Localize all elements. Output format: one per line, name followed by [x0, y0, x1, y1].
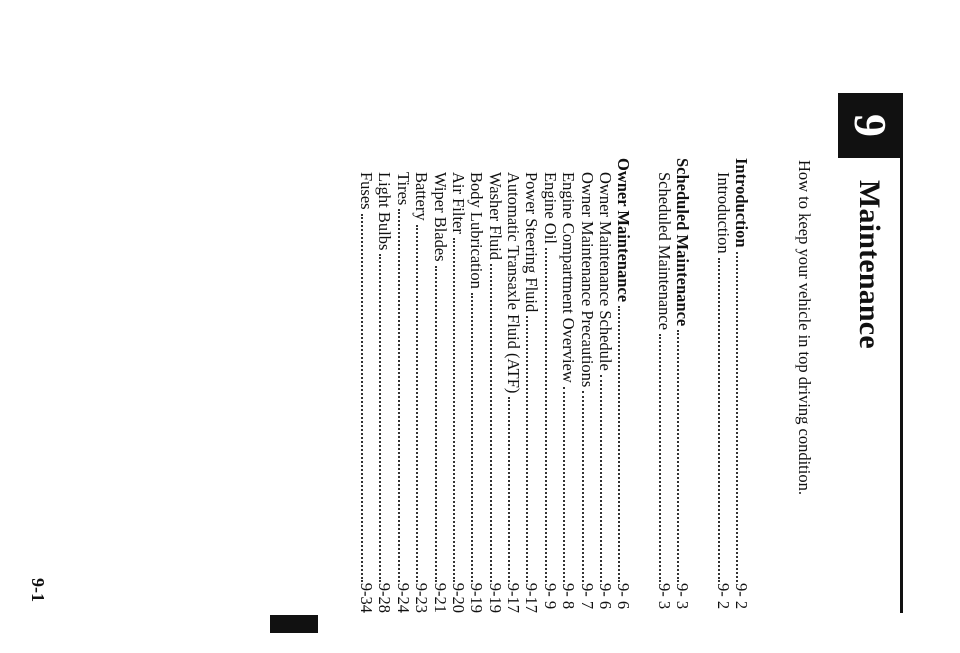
- toc-entry[interactable]: Introduction 9- 2: [732, 158, 751, 613]
- dot-leader: [360, 213, 363, 582]
- dot-leader: [434, 265, 437, 582]
- toc-entry-label: Air Filter: [448, 172, 468, 234]
- toc-entry-page: 9-21: [430, 582, 450, 613]
- toc-entry-label: Owner Maintenance: [614, 158, 634, 303]
- toc-entry-page: 9-17: [522, 582, 542, 613]
- toc-entry-label: Owner Maintenance Schedule: [596, 172, 616, 371]
- toc-entry-page: 9-34: [356, 582, 376, 613]
- toc-entry-page: 9-17: [504, 582, 524, 613]
- page-number: 9-1: [28, 578, 48, 602]
- dot-leader: [526, 316, 529, 582]
- toc-entry-page: 9- 8: [559, 583, 579, 610]
- dot-leader: [618, 306, 621, 582]
- dot-leader: [600, 374, 603, 582]
- toc-entry-page: 9-20: [448, 582, 468, 613]
- toc-entry-page: 9-28: [375, 582, 395, 613]
- toc-entry-label: Light Bulbs: [375, 172, 395, 251]
- toc-entry-label: Wiper Blades: [430, 172, 450, 262]
- toc-entry-label: Power Steering Fluid: [522, 172, 542, 313]
- dot-leader: [471, 292, 474, 582]
- toc-entry[interactable]: Washer Fluid 9-19: [485, 158, 505, 613]
- toc-entry-label: Engine Oil: [540, 172, 560, 244]
- toc-entry-page: 9- 9: [540, 583, 560, 610]
- toc-entry-page: 9- 2: [732, 583, 751, 610]
- chapter-title: Maintenance: [853, 180, 886, 349]
- toc-entry-label: Washer Fluid: [485, 172, 505, 261]
- dot-leader: [717, 257, 720, 582]
- dot-leader: [563, 386, 566, 582]
- toc-entry-label: Body Lubrication: [467, 172, 487, 289]
- dot-leader: [416, 224, 419, 582]
- toc-entry[interactable]: Introduction 9- 2: [713, 158, 733, 613]
- dot-leader: [397, 209, 400, 582]
- toc-entry-label: Introduction: [732, 158, 751, 248]
- toc-entry-label: Tires: [393, 172, 413, 206]
- toc-entry[interactable]: Scheduled Maintenance 9- 3: [673, 158, 693, 613]
- toc-entry-label: Scheduled Maintenance: [654, 172, 674, 331]
- toc-entry-label: Fuses: [356, 172, 376, 210]
- toc-entry[interactable]: Scheduled Maintenance 9- 3: [654, 158, 674, 613]
- toc-entry[interactable]: Owner Maintenance 9- 6: [614, 158, 634, 613]
- toc-entry-page: 9- 7: [577, 583, 597, 610]
- dot-leader: [658, 334, 661, 582]
- toc-entry-label: Owner Maintenance Precautions: [577, 172, 597, 388]
- toc-entry-page: 9- 3: [654, 583, 674, 610]
- toc-entry-page: 9- 2: [713, 583, 733, 610]
- toc-entry[interactable]: Owner Maintenance Precautions 9- 7: [577, 158, 597, 613]
- toc-entry-label: Scheduled Maintenance: [673, 158, 693, 327]
- toc-entry[interactable]: Tires 9-24: [393, 158, 413, 613]
- dot-leader: [489, 264, 492, 582]
- chapter-subtitle: How to keep your vehicle in top driving …: [795, 160, 814, 495]
- toc-entry-page: 9-19: [485, 582, 505, 613]
- chapter-number-box: 9: [838, 93, 903, 158]
- toc-entry-label: Automatic Transaxle Fluid (ATF): [504, 172, 524, 394]
- toc-entry[interactable]: Owner Maintenance Schedule 9- 6: [596, 158, 616, 613]
- toc-entry[interactable]: Battery 9-23: [412, 158, 432, 613]
- toc-entry-label: Engine Compartment Overview: [559, 172, 579, 383]
- toc-entry-label: Introduction: [713, 172, 733, 254]
- toc-entry[interactable]: Fuses 9-34: [356, 158, 376, 613]
- toc-entry[interactable]: Body Lubrication 9-19: [467, 158, 487, 613]
- section-tab-marker: [270, 615, 318, 633]
- toc-entry-label: Battery: [412, 172, 432, 221]
- toc-entry-page: 9- 6: [614, 583, 634, 610]
- header-rule: [900, 158, 903, 613]
- toc-entry[interactable]: Engine Compartment Overview 9- 8: [559, 158, 579, 613]
- dot-leader: [581, 391, 584, 582]
- dot-leader: [736, 251, 738, 582]
- toc-entry-page: 9- 6: [596, 583, 616, 610]
- dot-leader: [508, 397, 511, 582]
- toc-entry[interactable]: Wiper Blades 9-21: [430, 158, 450, 613]
- table-of-contents: Introduction 9- 2 Introduction 9- 2 Schedule…: [356, 158, 751, 613]
- toc-entry-page: 9-19: [467, 582, 487, 613]
- dot-leader: [544, 247, 547, 582]
- toc-entry[interactable]: Automatic Transaxle Fluid (ATF) 9-17: [504, 158, 524, 613]
- toc-entry-page: 9-23: [412, 582, 432, 613]
- toc-entry[interactable]: Engine Oil 9- 9: [540, 158, 560, 613]
- dot-leader: [379, 254, 382, 582]
- toc-entry-page: 9- 3: [673, 583, 693, 610]
- toc-entry[interactable]: Power Steering Fluid 9-17: [522, 158, 542, 613]
- toc-entry-page: 9-24: [393, 582, 413, 613]
- toc-entry[interactable]: Air Filter 9-20: [448, 158, 468, 613]
- toc-entry[interactable]: Light Bulbs 9-28: [375, 158, 395, 613]
- chapter-number: 9: [845, 114, 896, 137]
- dot-leader: [677, 330, 680, 582]
- dot-leader: [452, 237, 455, 582]
